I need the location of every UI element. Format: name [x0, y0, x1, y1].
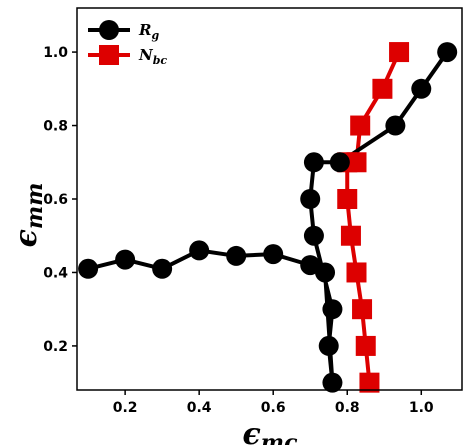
x-tick-label: 0.8	[335, 400, 360, 416]
data-point	[189, 240, 210, 261]
data-point	[322, 299, 343, 320]
plot-frame	[76, 7, 463, 391]
series-line-1	[345, 51, 401, 383]
data-point	[78, 258, 99, 279]
data-point	[152, 258, 173, 279]
legend-entry-rg: Rg	[88, 20, 159, 42]
axis-ticks: 0.2 0.4 0.6 0.8 1.0 0.2 0.4 0.6 0.8 1.0	[43, 45, 434, 416]
data-point	[300, 189, 321, 209]
legend-entry-nbc: Nbc	[88, 45, 167, 67]
y-tick-label: 1.0	[43, 45, 68, 61]
data-point	[352, 299, 373, 320]
data-point	[389, 42, 410, 63]
data-point	[411, 78, 432, 99]
data-point	[337, 189, 358, 209]
data-point	[372, 78, 393, 99]
plot-area	[78, 42, 458, 393]
legend-label-nbc: Nbc	[138, 46, 167, 67]
data-point	[115, 249, 136, 270]
legend-label-rg: Rg	[138, 21, 159, 42]
data-point	[350, 115, 371, 136]
series-line-0	[87, 50, 449, 385]
data-point	[322, 372, 343, 393]
y-axis-title: ϵmm	[9, 183, 48, 248]
data-point	[355, 335, 376, 356]
x-tick-label: 0.2	[113, 400, 138, 416]
y-tick-label: 0.8	[43, 119, 68, 135]
data-point	[340, 225, 361, 246]
x-axis-title: ϵmc	[243, 417, 299, 445]
y-tick-label: 0.4	[43, 265, 68, 281]
data-point	[263, 244, 284, 265]
data-point	[359, 372, 380, 393]
data-point	[315, 262, 336, 283]
y-tick-label: 0.6	[43, 192, 68, 208]
data-point	[226, 245, 247, 266]
data-point	[300, 255, 321, 276]
x-tick-label: 0.4	[187, 400, 212, 416]
data-point	[437, 42, 458, 63]
data-point	[303, 225, 324, 246]
x-tick-label: 0.6	[261, 400, 286, 416]
data-point	[385, 115, 406, 136]
y-tick-label: 0.2	[43, 339, 68, 355]
legend: Rg Nbc	[88, 20, 167, 67]
data-point	[346, 262, 367, 283]
data-point	[303, 152, 324, 173]
data-point	[318, 335, 339, 356]
x-tick-label: 1.0	[409, 400, 434, 416]
data-point	[329, 152, 350, 173]
data-point	[346, 152, 367, 173]
